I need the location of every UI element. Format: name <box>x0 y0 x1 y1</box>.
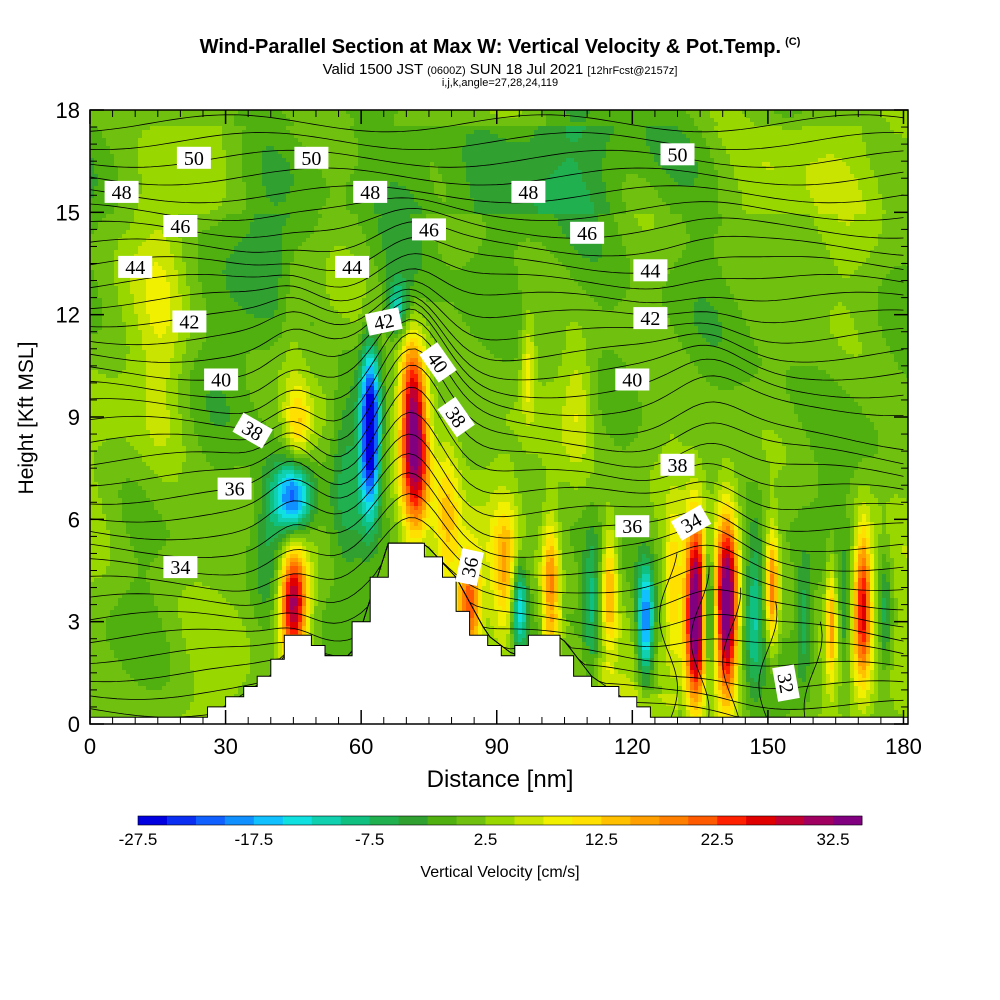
y-tick-label: 0 <box>68 712 80 737</box>
colorbar-swatch <box>312 816 341 825</box>
y-tick-label: 15 <box>56 200 80 225</box>
x-tick-label: 0 <box>84 734 96 759</box>
colorbar-swatch <box>659 816 688 825</box>
colorbar-tick-label: -7.5 <box>355 830 384 849</box>
colorbar-swatch <box>457 816 486 825</box>
colorbar-swatch <box>486 816 515 825</box>
theta-label: 42 <box>172 311 206 334</box>
theta-label: 42 <box>633 307 667 330</box>
theta-label: 48 <box>105 181 139 204</box>
colorbar-swatch <box>167 816 196 825</box>
colorbar-swatch <box>543 816 572 825</box>
theta-label: 34 <box>163 556 197 579</box>
colorbar-tick-label: 32.5 <box>816 830 849 849</box>
x-tick-label: 30 <box>213 734 237 759</box>
y-tick-label: 18 <box>56 98 80 123</box>
theta-label: 44 <box>633 259 667 282</box>
colorbar-swatch <box>138 816 167 825</box>
colorbar-swatch <box>804 816 833 825</box>
colorbar-swatch <box>254 816 283 825</box>
colorbar-swatch <box>746 816 775 825</box>
colorbar-swatch <box>225 816 254 825</box>
colorbar-swatch <box>717 816 746 825</box>
theta-label: 44 <box>118 256 152 279</box>
y-tick-label: 12 <box>56 303 80 328</box>
theta-label: 48 <box>511 181 545 204</box>
colorbar-swatch <box>572 816 601 825</box>
x-tick-label: 150 <box>750 734 787 759</box>
colorbar-tick-label: 2.5 <box>474 830 498 849</box>
x-tick-label: 90 <box>484 734 508 759</box>
colorbar-label: Vertical Velocity [cm/s] <box>0 864 1000 882</box>
theta-label: 46 <box>570 222 604 245</box>
y-tick-label: 9 <box>68 405 80 430</box>
x-tick-label: 180 <box>885 734 922 759</box>
x-axis-label: Distance [nm] <box>0 766 1000 794</box>
theta-label: 36 <box>218 478 252 501</box>
theta-label: 50 <box>177 147 211 170</box>
colorbar-swatch <box>283 816 312 825</box>
theta-label: 46 <box>412 218 446 241</box>
theta-label: 36 <box>615 515 649 538</box>
colorbar-tick-label: -27.5 <box>119 830 158 849</box>
colorbar-swatch <box>630 816 659 825</box>
theta-label: 44 <box>335 256 369 279</box>
colorbar-swatch <box>370 816 399 825</box>
colorbar-swatch <box>688 816 717 825</box>
x-tick-label: 60 <box>349 734 373 759</box>
y-tick-label: 6 <box>68 507 80 532</box>
theta-label: 38 <box>661 454 695 477</box>
colorbar-swatch <box>601 816 630 825</box>
theta-label: 40 <box>204 369 238 392</box>
colorbar-tick-label: -17.5 <box>234 830 273 849</box>
theta-label: 40 <box>615 369 649 392</box>
colorbar-swatch <box>775 816 804 825</box>
theta-label: 50 <box>294 147 328 170</box>
colorbar-swatch <box>833 816 862 825</box>
cross-section-chart: 50 50 5048 48 4846 46 4644 44 4442 42 4240404038 38… <box>0 0 1000 1000</box>
colorbar-swatch <box>514 816 543 825</box>
colorbar-swatch <box>341 816 370 825</box>
colorbar: -27.5 -17.5 -7.5 2.5 12.5 22.5 32.5 <box>119 816 863 849</box>
colorbar-swatch <box>399 816 428 825</box>
colorbar-tick-label: 22.5 <box>701 830 734 849</box>
colorbar-tick-label: 12.5 <box>585 830 618 849</box>
theta-label: 50 <box>661 143 695 166</box>
theta-label: 48 <box>353 181 387 204</box>
x-tick-label: 120 <box>614 734 651 759</box>
colorbar-swatch <box>196 816 225 825</box>
y-tick-label: 3 <box>68 610 80 635</box>
colorbar-swatch <box>428 816 457 825</box>
theta-label: 46 <box>163 215 197 238</box>
y-axis-label: Height [Kft MSL] <box>15 342 39 495</box>
